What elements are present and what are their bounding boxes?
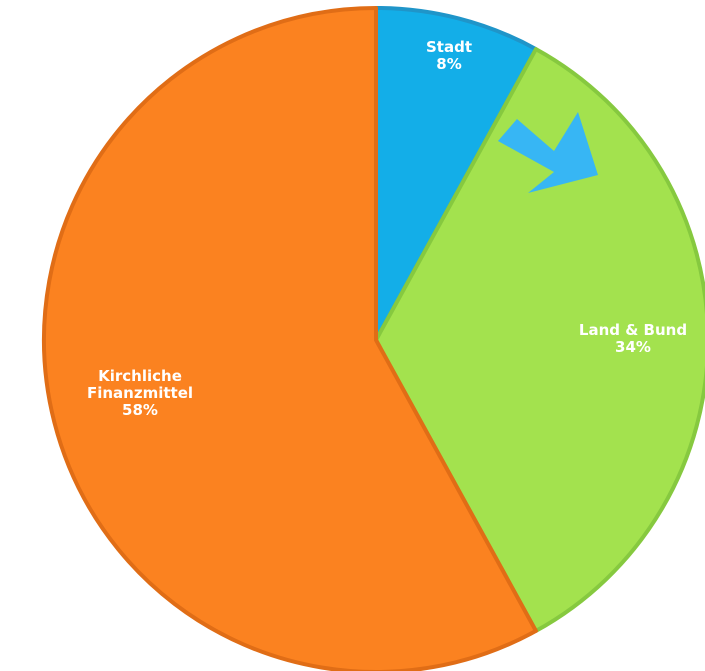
slice-label-line: Stadt — [426, 38, 472, 56]
slice-label-line: Finanzmittel — [87, 384, 193, 402]
pie-slice-stadt — [374, 6, 538, 342]
slice-percent: 34% — [615, 338, 651, 356]
pie-slices — [42, 6, 705, 671]
pie-slice-kirchliche-finanzmittel — [42, 6, 538, 671]
slice-label-line: Kirchliche — [98, 367, 182, 385]
slice-percent: 58% — [122, 401, 158, 419]
slice-labels: Stadt 8% Land & Bund 34% Kirchliche Finanzmit… — [87, 38, 687, 419]
arrow-annotation — [498, 112, 598, 193]
slice-label-stadt: Stadt 8% — [426, 38, 472, 73]
slice-label-kirchliche-finanzmittel: Kirchliche Finanzmittel 58% — [87, 367, 193, 419]
slice-label-line: Land & Bund — [579, 321, 687, 339]
slice-percent: 8% — [436, 55, 461, 73]
slice-label-land-bund: Land & Bund 34% — [579, 321, 687, 356]
